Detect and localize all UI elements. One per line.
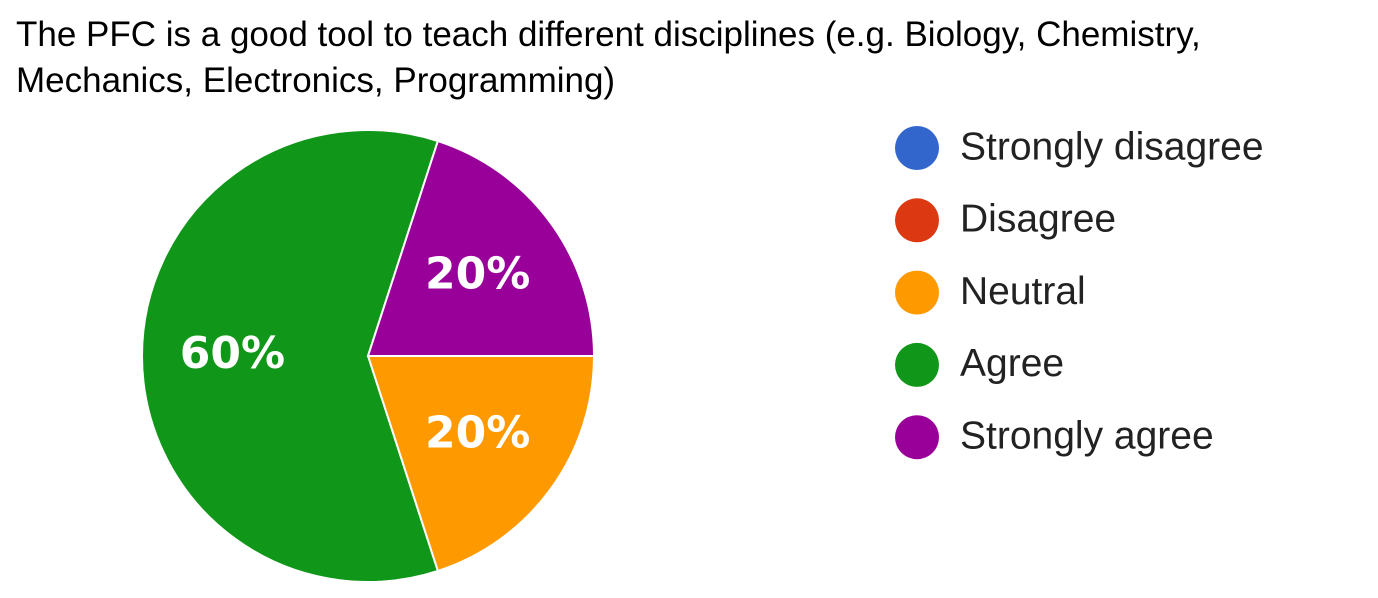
data-label: 60% (180, 328, 285, 379)
legend-label: Neutral (960, 270, 1086, 313)
legend-label: Disagree (960, 198, 1116, 241)
legend-marker (895, 342, 939, 387)
pie-slice (366, 355, 596, 573)
legend-label: Strongly disagree (960, 125, 1264, 168)
legend-marker (895, 198, 939, 243)
legend-marker (895, 415, 939, 460)
legend-label: Strongly agree (960, 414, 1214, 457)
legend-marker (895, 126, 939, 170)
pie-slice (366, 139, 596, 357)
data-label: 20% (425, 248, 530, 299)
chart-title: The PFC is a good tool to teach differen… (16, 15, 1201, 100)
pie-slice (141, 129, 440, 583)
data-label: 20% (425, 408, 530, 459)
legend-marker (895, 270, 939, 315)
legend-label: Agree (960, 342, 1064, 385)
